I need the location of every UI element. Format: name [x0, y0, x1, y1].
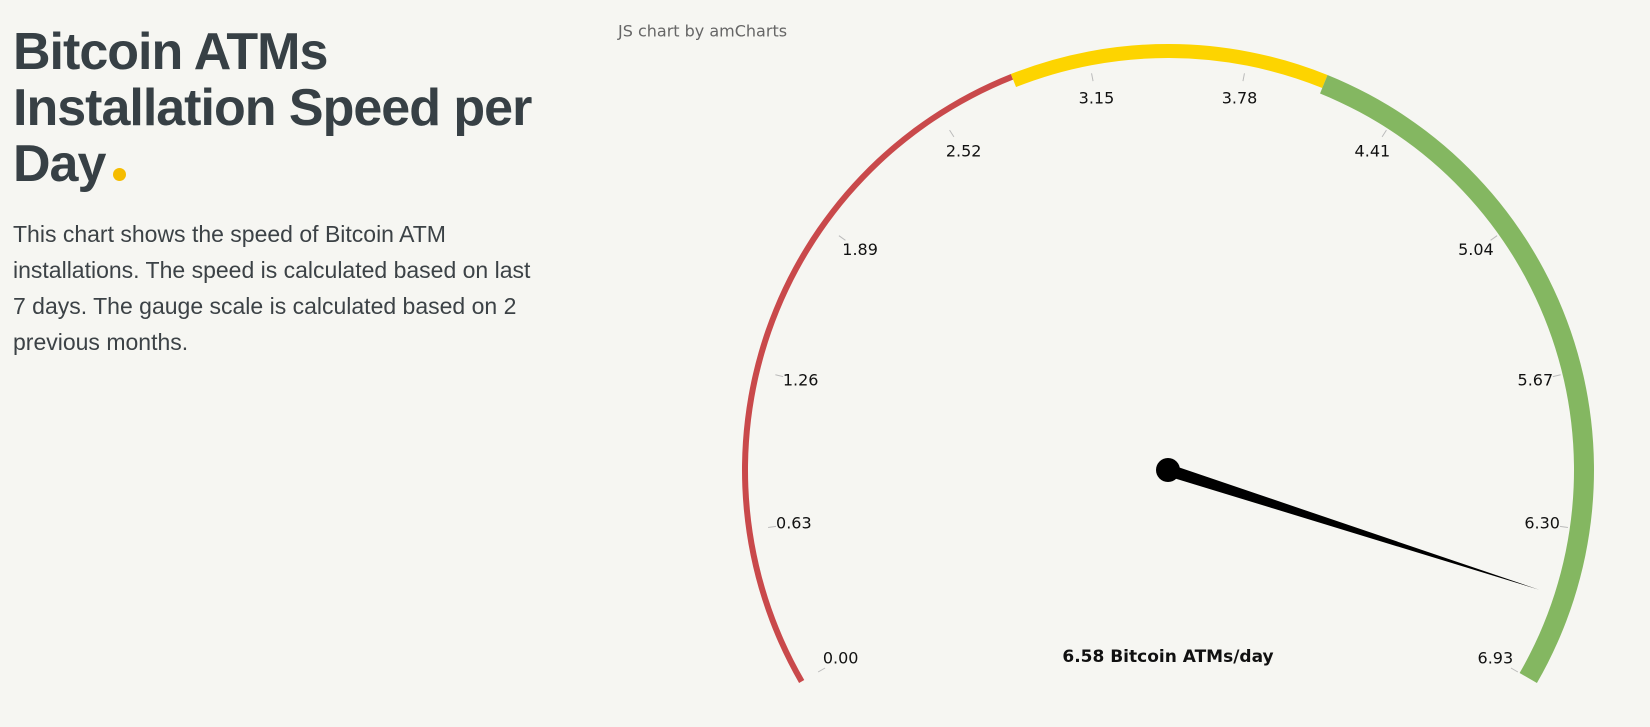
- tick-label: 4.41: [1355, 142, 1391, 161]
- tick-label: 3.78: [1222, 88, 1258, 107]
- tick-label: 3.15: [1079, 88, 1115, 107]
- tick-label: 1.89: [842, 240, 878, 259]
- tick-mark: [1510, 667, 1519, 673]
- tick-label: 6.93: [1478, 649, 1514, 668]
- tick-mark: [775, 374, 784, 378]
- tick-label: 0.00: [823, 649, 859, 668]
- tick-mark: [949, 129, 955, 138]
- needle: [1166, 464, 1540, 590]
- tick-mark: [768, 525, 777, 528]
- tick-label: 5.04: [1458, 240, 1494, 259]
- value-label: 6.58 Bitcoin ATMs/day: [1062, 647, 1273, 667]
- tick-mark: [1559, 525, 1568, 528]
- title: Bitcoin ATMs Installation Speed per Day: [13, 24, 543, 192]
- tick-label: 2.52: [946, 142, 982, 161]
- tick-mark: [838, 235, 846, 241]
- tick-mark: [1490, 235, 1498, 241]
- tick-label: 0.63: [776, 513, 812, 532]
- tick-mark: [1091, 73, 1094, 82]
- tick-label: 6.30: [1524, 513, 1560, 532]
- needle-hub: [1156, 458, 1180, 482]
- description: This chart shows the speed of Bitcoin AT…: [13, 221, 531, 355]
- tick-mark: [1552, 374, 1561, 378]
- tick-mark: [817, 667, 826, 673]
- tick-mark: [1381, 129, 1387, 138]
- tick-label: 1.26: [783, 370, 819, 389]
- gauge-band: [1010, 44, 1328, 88]
- tick-label: 5.67: [1518, 370, 1554, 389]
- title-dot: [113, 168, 127, 181]
- header: Bitcoin ATMs Installation Speed per Day …: [13, 24, 543, 360]
- tick-mark: [1242, 73, 1245, 82]
- credit: JS chart by amCharts: [617, 22, 787, 41]
- title-text: Bitcoin ATMs Installation Speed per Day: [13, 23, 532, 193]
